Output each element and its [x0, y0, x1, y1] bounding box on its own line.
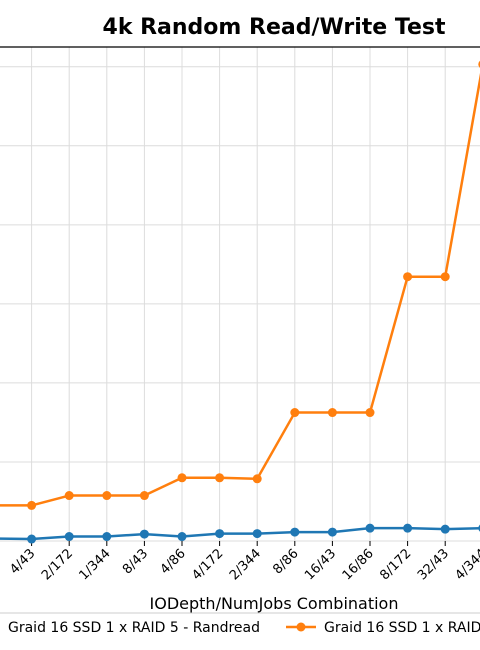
legend-marker: [296, 622, 306, 632]
x-tick-label: 4/43: [7, 546, 38, 577]
x-tick-label: 1/1: [0, 546, 1, 571]
chart-title: 4k Random Read/Write Test: [103, 15, 446, 40]
x-tick-label: 1/344: [77, 546, 114, 583]
series-group: [0, 60, 480, 544]
data-point: [139, 529, 149, 539]
data-point: [177, 532, 187, 542]
legend: Graid 16 SSD 1 x RAID 5 - Randread Graid …: [0, 612, 480, 650]
x-tick-label: 4/172: [189, 546, 226, 583]
data-point: [365, 408, 375, 418]
data-point: [215, 473, 225, 483]
legend-label: Graid 16 SSD 1 x RAID: [324, 620, 480, 636]
grid-lines: [0, 47, 480, 542]
data-point: [102, 532, 112, 542]
data-point: [403, 272, 413, 282]
legend-box: [0, 612, 480, 650]
x-tick-label: 4/344: [453, 546, 480, 583]
x-tick-label: 16/43: [302, 546, 339, 583]
data-point: [64, 491, 74, 501]
series-2: [0, 60, 480, 510]
data-point: [440, 272, 450, 282]
x-tick-label: 16/86: [340, 546, 377, 583]
data-point: [252, 529, 262, 539]
x-tick-label: 4/86: [158, 546, 189, 577]
data-point: [327, 527, 337, 537]
data-point: [27, 500, 37, 510]
x-tick-labels: 1/14/432/1721/3448/434/864/1722/3448/861…: [0, 541, 480, 583]
data-point: [177, 473, 187, 483]
data-point: [365, 523, 375, 533]
x-tick-label: 8/43: [120, 546, 151, 577]
x-tick-label: 32/43: [415, 546, 452, 583]
x-tick-label: 2/172: [39, 546, 76, 583]
data-point: [27, 534, 37, 544]
data-point: [440, 524, 450, 534]
data-point: [139, 491, 149, 501]
series-1: [0, 523, 480, 544]
x-axis-label: IODepth/NumJobs Combination: [150, 594, 399, 613]
data-point: [64, 532, 74, 542]
x-tick-label: 2/344: [227, 546, 264, 583]
data-point: [102, 491, 112, 501]
data-point: [215, 529, 225, 539]
data-point: [327, 408, 337, 418]
x-tick-label: 8/172: [377, 546, 414, 583]
data-point: [252, 474, 262, 484]
x-tick-label: 8/86: [270, 546, 301, 577]
data-point: [290, 408, 300, 418]
legend-label: Graid 16 SSD 1 x RAID 5 - Randread: [8, 620, 260, 636]
data-point: [290, 527, 300, 537]
data-point: [403, 523, 413, 533]
